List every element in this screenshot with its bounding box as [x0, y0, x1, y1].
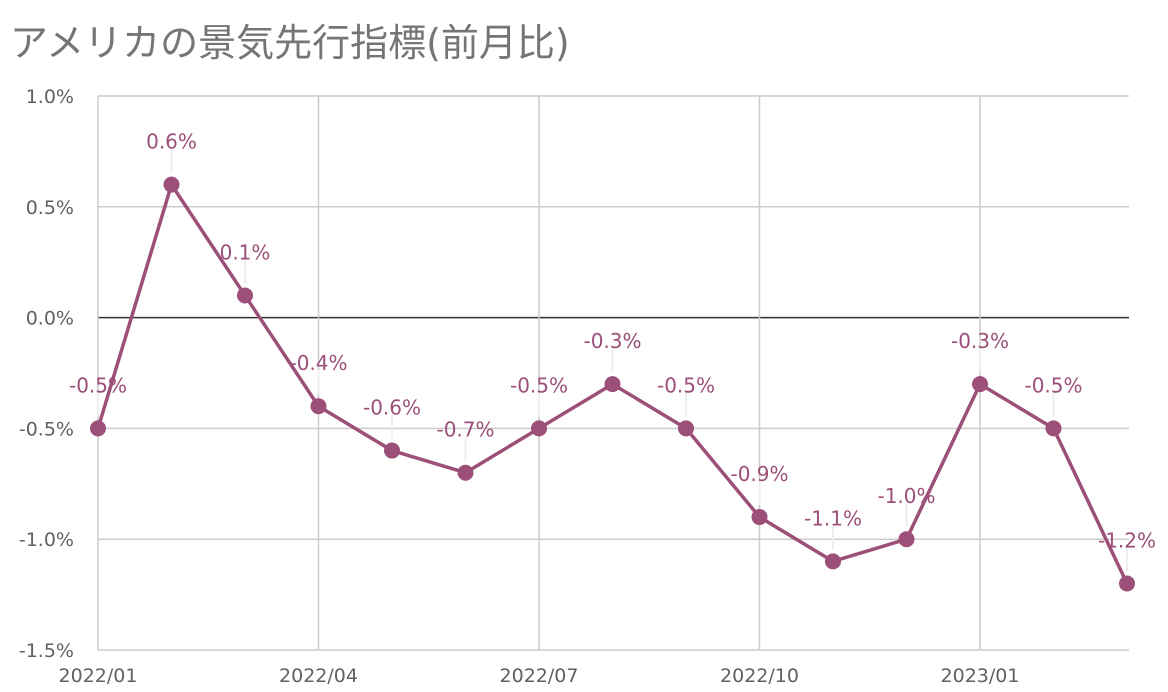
data-point: [898, 531, 915, 548]
x-tick-label: 2023/01: [941, 665, 1020, 687]
data-label: -0.5%: [1024, 373, 1082, 397]
data-label: -0.5%: [657, 373, 715, 397]
data-point: [310, 398, 327, 415]
y-tick-label: -0.5%: [19, 418, 74, 440]
data-label: -0.7%: [436, 418, 494, 442]
grid-lines: [97, 95, 1129, 651]
y-tick-label: -1.5%: [19, 640, 74, 662]
data-label: 0.1%: [220, 240, 271, 264]
data-point: [1045, 420, 1062, 437]
data-point: [457, 464, 474, 481]
data-point: [237, 287, 253, 304]
data-label: -0.9%: [730, 462, 788, 486]
data-point: [384, 442, 400, 459]
data-point: [972, 376, 988, 393]
x-tick-label: 2022/04: [279, 665, 358, 687]
x-tick-label: 2022/07: [500, 665, 579, 687]
data-label: -0.6%: [363, 396, 421, 420]
data-label: -0.4%: [289, 351, 347, 375]
data-label: -1.1%: [804, 506, 862, 530]
data-point: [604, 376, 621, 393]
series-group: [90, 148, 1135, 592]
data-point: [163, 176, 180, 193]
data-point: [751, 509, 768, 526]
data-label: -0.5%: [69, 373, 127, 397]
y-tick-label: 0.5%: [26, 197, 74, 219]
y-tick-label: 1.0%: [26, 86, 74, 108]
data-label: -0.3%: [583, 329, 641, 353]
data-point: [90, 420, 106, 437]
data-labels: -0.5% 0.6% 0.1% -0.4% -0.6% -0.7% -0.5% -0.3% -0…: [69, 130, 1156, 553]
y-tick-label: -1.0%: [19, 529, 74, 551]
data-point: [678, 420, 694, 437]
data-point: [1119, 575, 1135, 592]
data-label: -0.5%: [510, 373, 568, 397]
chart-title: アメリカの景気先行指標(前月比): [10, 21, 570, 65]
data-label: -1.2%: [1098, 529, 1156, 553]
x-tick-label: 2022/10: [720, 665, 799, 687]
y-tick-label: 0.0%: [26, 308, 74, 330]
data-label: -0.3%: [951, 329, 1009, 353]
x-axis-ticks: 2022/01 2022/04 2022/07 2022/10 2023/01: [59, 665, 1020, 687]
data-label: -1.0%: [877, 484, 935, 508]
y-axis-ticks: 1.0% 0.5% 0.0% -0.5% -1.0% -1.5%: [19, 86, 74, 662]
data-point: [531, 420, 547, 437]
data-point: [825, 553, 841, 570]
data-label: 0.6%: [146, 130, 197, 154]
x-tick-label: 2022/01: [59, 665, 138, 687]
